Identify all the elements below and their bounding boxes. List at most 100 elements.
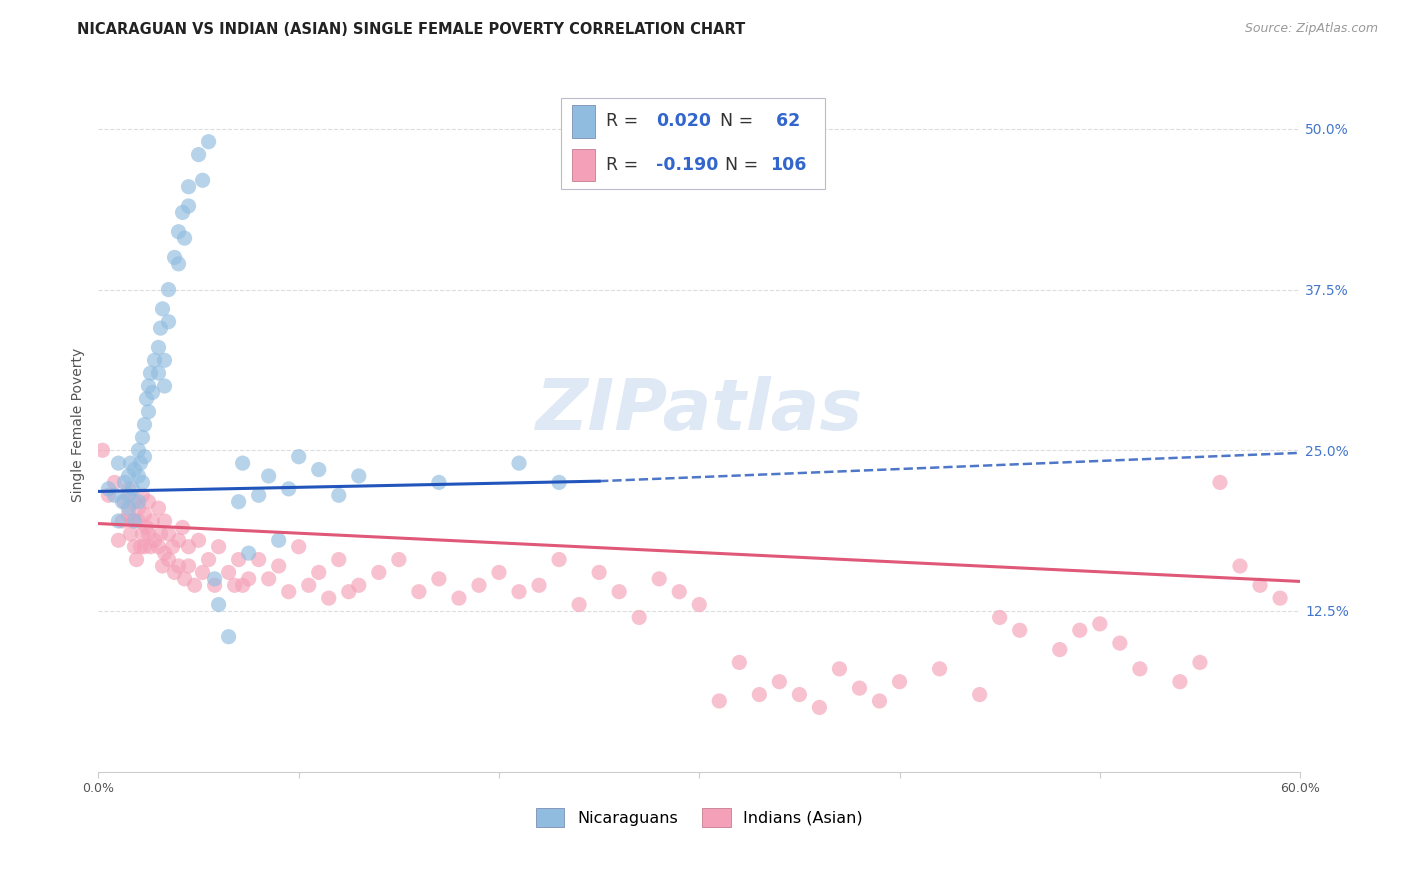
Point	[135, 520, 157, 534]
Point	[447, 591, 470, 606]
Point	[267, 559, 290, 574]
Point	[588, 566, 610, 580]
Point	[238, 572, 260, 586]
Point	[117, 488, 139, 502]
Point	[328, 552, 350, 566]
Point	[508, 584, 530, 599]
Point	[138, 405, 160, 419]
Point	[238, 546, 260, 560]
Point	[120, 526, 142, 541]
Point	[191, 566, 214, 580]
Point	[135, 392, 157, 406]
Point	[127, 501, 149, 516]
Point	[148, 501, 170, 516]
Point	[162, 540, 184, 554]
Point	[1049, 642, 1071, 657]
Point	[548, 552, 571, 566]
Point	[114, 494, 136, 508]
Point	[427, 475, 450, 490]
Point	[789, 688, 811, 702]
Point	[527, 578, 550, 592]
Point	[298, 578, 321, 592]
Point	[152, 301, 174, 316]
Point	[247, 552, 270, 566]
Point	[808, 700, 831, 714]
Point	[1108, 636, 1130, 650]
Point	[114, 475, 136, 490]
Point	[149, 526, 172, 541]
Point	[141, 514, 163, 528]
Point	[157, 526, 180, 541]
Point	[127, 443, 149, 458]
Point	[218, 630, 240, 644]
Point	[308, 462, 330, 476]
Point	[103, 475, 125, 490]
Point	[1268, 591, 1291, 606]
Text: Source: ZipAtlas.com: Source: ZipAtlas.com	[1244, 22, 1378, 36]
Point	[1129, 662, 1152, 676]
Point	[828, 662, 851, 676]
Point	[257, 469, 280, 483]
Point	[688, 598, 710, 612]
Point	[167, 225, 190, 239]
Point	[107, 533, 129, 548]
Point	[138, 494, 160, 508]
Point	[141, 385, 163, 400]
Point	[224, 578, 246, 592]
Point	[267, 533, 290, 548]
Point	[988, 610, 1011, 624]
Point	[287, 450, 309, 464]
Point	[125, 552, 148, 566]
Point	[308, 566, 330, 580]
Point	[197, 135, 219, 149]
Point	[177, 559, 200, 574]
Point	[153, 514, 176, 528]
Point	[197, 552, 219, 566]
Point	[117, 501, 139, 516]
Point	[120, 456, 142, 470]
Point	[131, 526, 153, 541]
Point	[408, 584, 430, 599]
Point	[257, 572, 280, 586]
Point	[1168, 674, 1191, 689]
Point	[232, 578, 254, 592]
Point	[177, 199, 200, 213]
Point	[748, 688, 770, 702]
Point	[139, 366, 162, 380]
Point	[124, 540, 146, 554]
Point	[131, 475, 153, 490]
Point	[134, 508, 156, 522]
Point	[388, 552, 411, 566]
Point	[277, 584, 299, 599]
Point	[1229, 559, 1251, 574]
Point	[347, 469, 370, 483]
Point	[1209, 475, 1232, 490]
Point	[167, 559, 190, 574]
Point	[134, 417, 156, 432]
Point	[163, 566, 186, 580]
Point	[173, 572, 195, 586]
Point	[143, 533, 166, 548]
Point	[153, 546, 176, 560]
Point	[157, 552, 180, 566]
Point	[191, 173, 214, 187]
Point	[1069, 624, 1091, 638]
Point	[127, 494, 149, 508]
Point	[172, 205, 194, 219]
Point	[228, 494, 250, 508]
Point	[152, 559, 174, 574]
Point	[187, 533, 209, 548]
Point	[183, 578, 205, 592]
Point	[138, 379, 160, 393]
Point	[207, 540, 229, 554]
Point	[318, 591, 340, 606]
Point	[149, 321, 172, 335]
Point	[134, 540, 156, 554]
Text: ZIPatlas: ZIPatlas	[536, 376, 863, 445]
Text: NICARAGUAN VS INDIAN (ASIAN) SINGLE FEMALE POVERTY CORRELATION CHART: NICARAGUAN VS INDIAN (ASIAN) SINGLE FEMA…	[77, 22, 745, 37]
Point	[207, 598, 229, 612]
Point	[928, 662, 950, 676]
Point	[607, 584, 630, 599]
Point	[167, 533, 190, 548]
Point	[153, 379, 176, 393]
